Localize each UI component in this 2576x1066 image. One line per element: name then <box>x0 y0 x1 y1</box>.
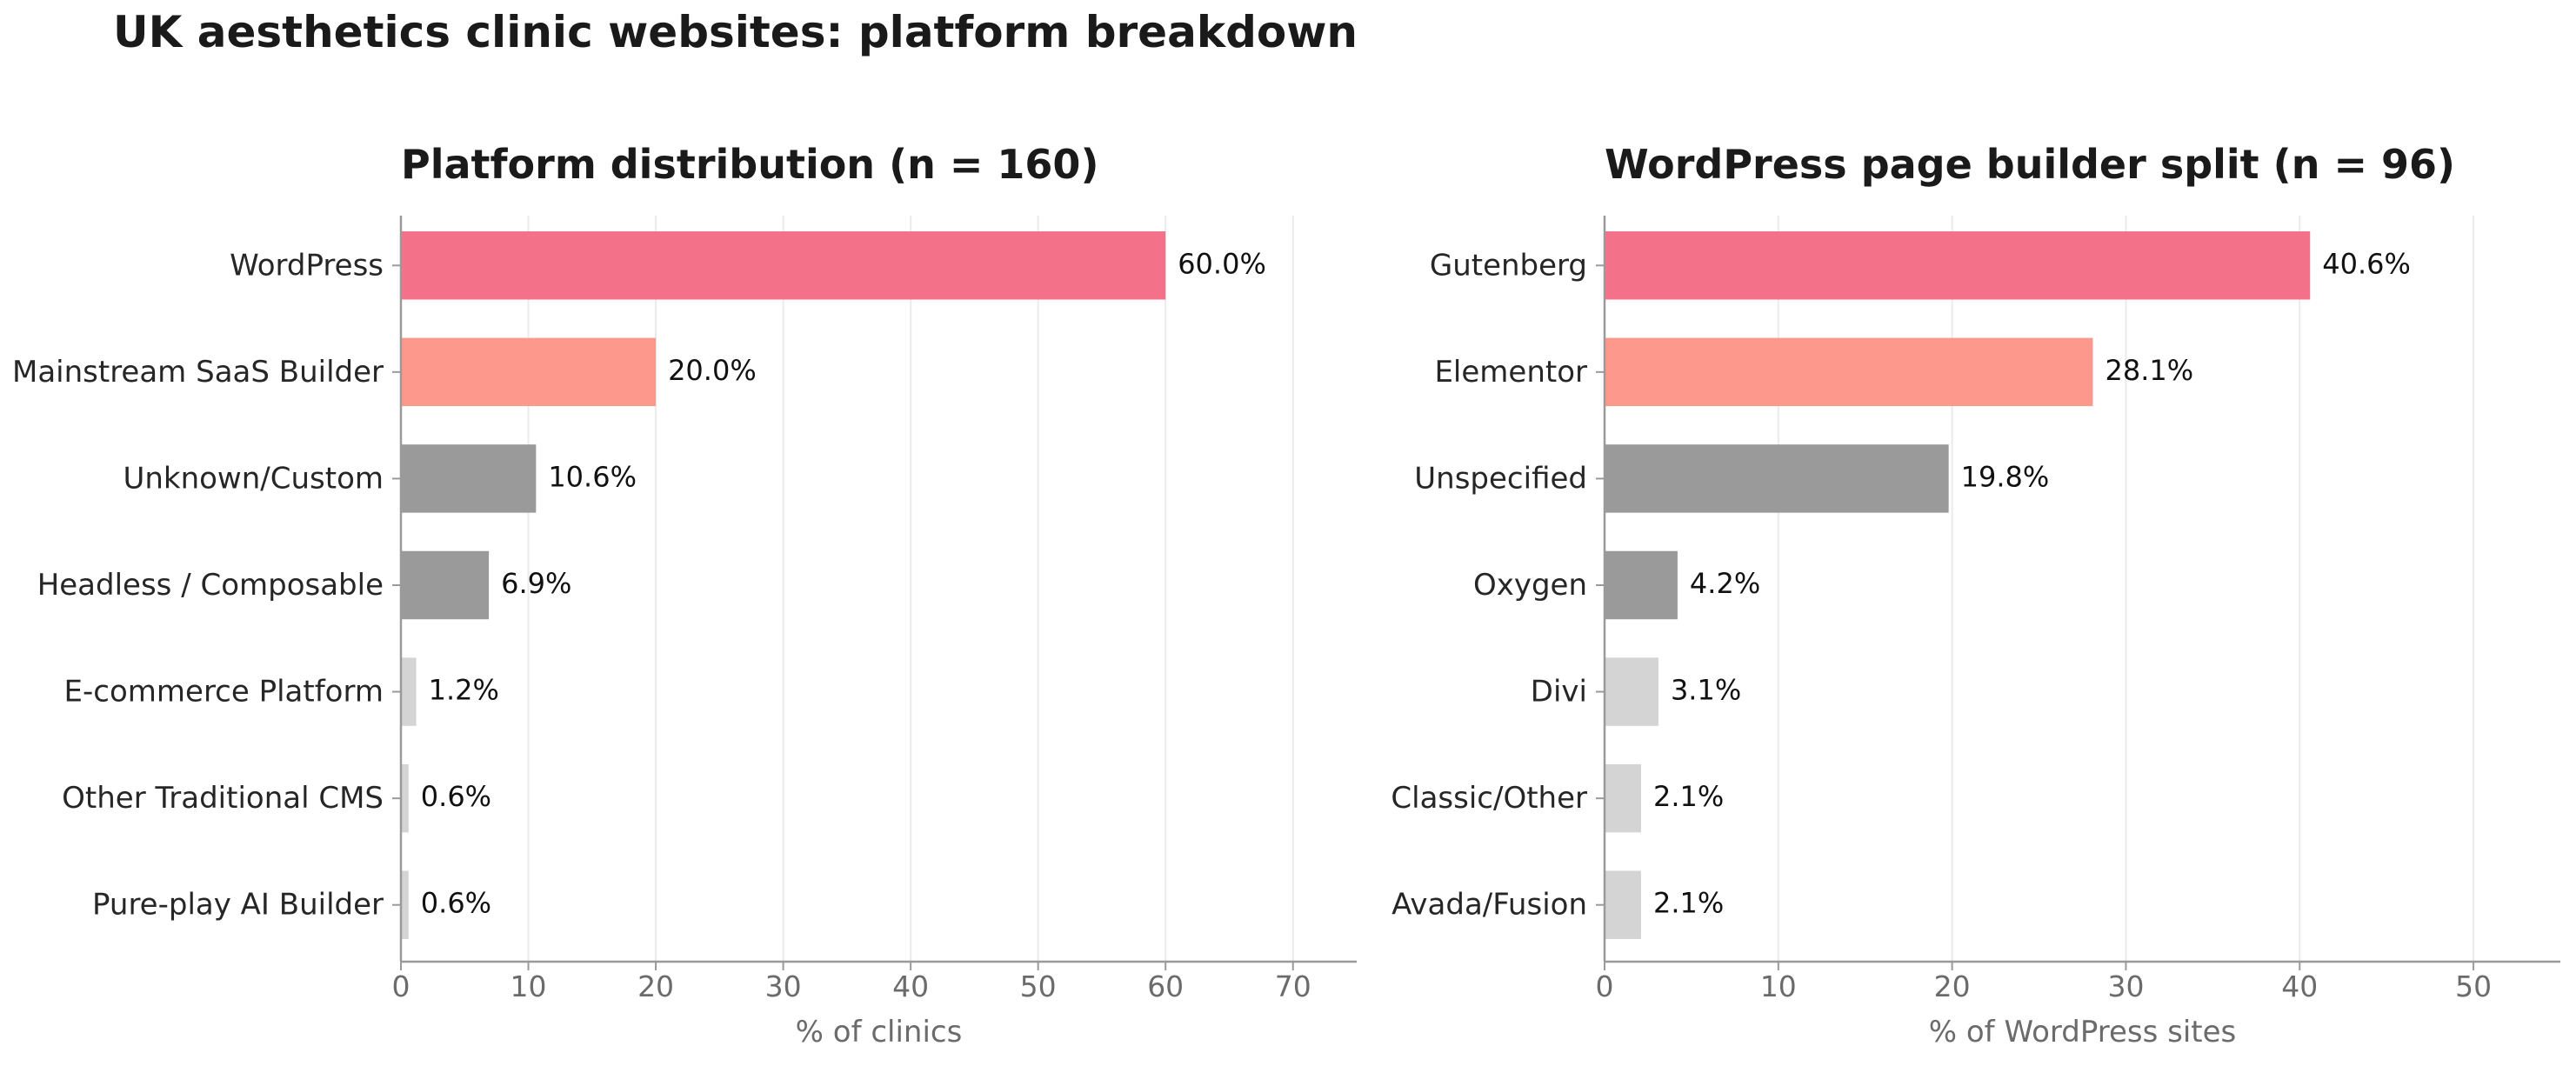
value-label: 20.0% <box>668 354 757 387</box>
x-axis-title: % of clinics <box>796 1015 963 1049</box>
x-tick-label: 50 <box>2455 969 2492 1003</box>
value-label: 0.6% <box>421 780 491 813</box>
category-label: Divi <box>1531 675 1587 710</box>
wordpress-builder-panel: Gutenberg 40.6% Elementor 28.1% Unspecified 1… <box>1391 141 2560 1049</box>
bar-other-traditional-cms <box>401 763 409 833</box>
category-label: E-commerce Platform <box>64 675 384 710</box>
x-tick-label: 50 <box>1020 969 1057 1003</box>
bar-divi <box>1605 657 1658 726</box>
bar-gutenberg <box>1605 231 2311 300</box>
category-label: Classic/Other <box>1391 781 1587 816</box>
x-tick-label: 40 <box>2281 969 2318 1003</box>
x-tick-label: 40 <box>892 969 929 1003</box>
bar-avada-fusion <box>1605 870 1641 939</box>
bar-pure-play-ai-builder <box>401 870 409 939</box>
x-tick-label: 0 <box>1596 969 1614 1003</box>
value-label: 40.6% <box>2322 247 2411 280</box>
category-label: Elementor <box>1434 355 1587 390</box>
x-tick-label: 60 <box>1147 969 1184 1003</box>
value-label: 28.1% <box>2105 354 2193 387</box>
category-label: Unspecified <box>1414 461 1587 496</box>
bar-unknown-custom <box>401 444 537 513</box>
category-label: Unknown/Custom <box>123 461 384 496</box>
category-label: Mainstream SaaS Builder <box>12 355 384 390</box>
x-tick-label: 30 <box>2107 969 2144 1003</box>
x-tick-label: 20 <box>1934 969 1971 1003</box>
x-tick-label: 10 <box>511 969 547 1003</box>
value-label: 0.6% <box>421 887 491 920</box>
bar-e-commerce-platform <box>401 657 417 726</box>
value-label: 2.1% <box>1653 780 1724 813</box>
x-tick-label: 20 <box>637 969 674 1003</box>
bar-mainstream-saas-builder <box>401 337 657 407</box>
category-label: Oxygen <box>1473 568 1587 603</box>
value-label: 1.2% <box>429 674 499 707</box>
category-label: Avada/Fusion <box>1391 888 1587 923</box>
panel-title: WordPress page builder split (n = 96) <box>1605 141 2455 188</box>
figure-title: UK aesthetics clinic websites: platform … <box>113 7 1358 57</box>
value-label: 10.6% <box>548 460 637 493</box>
bar-unspecified <box>1605 444 1949 513</box>
bar-headless-composable <box>401 550 490 620</box>
bar-classic-other <box>1605 763 1641 833</box>
panel-title: Platform distribution (n = 160) <box>401 141 1098 188</box>
value-label: 3.1% <box>1671 674 1741 707</box>
category-label: Other Traditional CMS <box>62 781 384 816</box>
category-label: Gutenberg <box>1430 248 1587 283</box>
platform-distribution-panel: WordPress 60.0% Mainstream SaaS Builder 20.… <box>12 141 1357 1049</box>
value-label: 60.0% <box>1178 247 1266 280</box>
category-label: WordPress <box>230 248 384 283</box>
x-tick-label: 30 <box>765 969 802 1003</box>
category-label: Headless / Composable <box>37 568 384 603</box>
bar-oxygen <box>1605 550 1678 620</box>
value-label: 2.1% <box>1653 887 1724 920</box>
bar-wordpress <box>401 231 1166 300</box>
bar-elementor <box>1605 337 2093 407</box>
category-label: Pure-play AI Builder <box>92 888 384 923</box>
x-axis-title: % of WordPress sites <box>1929 1015 2237 1049</box>
value-label: 19.8% <box>1961 460 2050 493</box>
value-label: 4.2% <box>1690 567 1760 600</box>
x-tick-label: 70 <box>1275 969 1311 1003</box>
x-tick-label: 0 <box>392 969 410 1003</box>
x-tick-label: 10 <box>1760 969 1797 1003</box>
value-label: 6.9% <box>501 567 571 600</box>
